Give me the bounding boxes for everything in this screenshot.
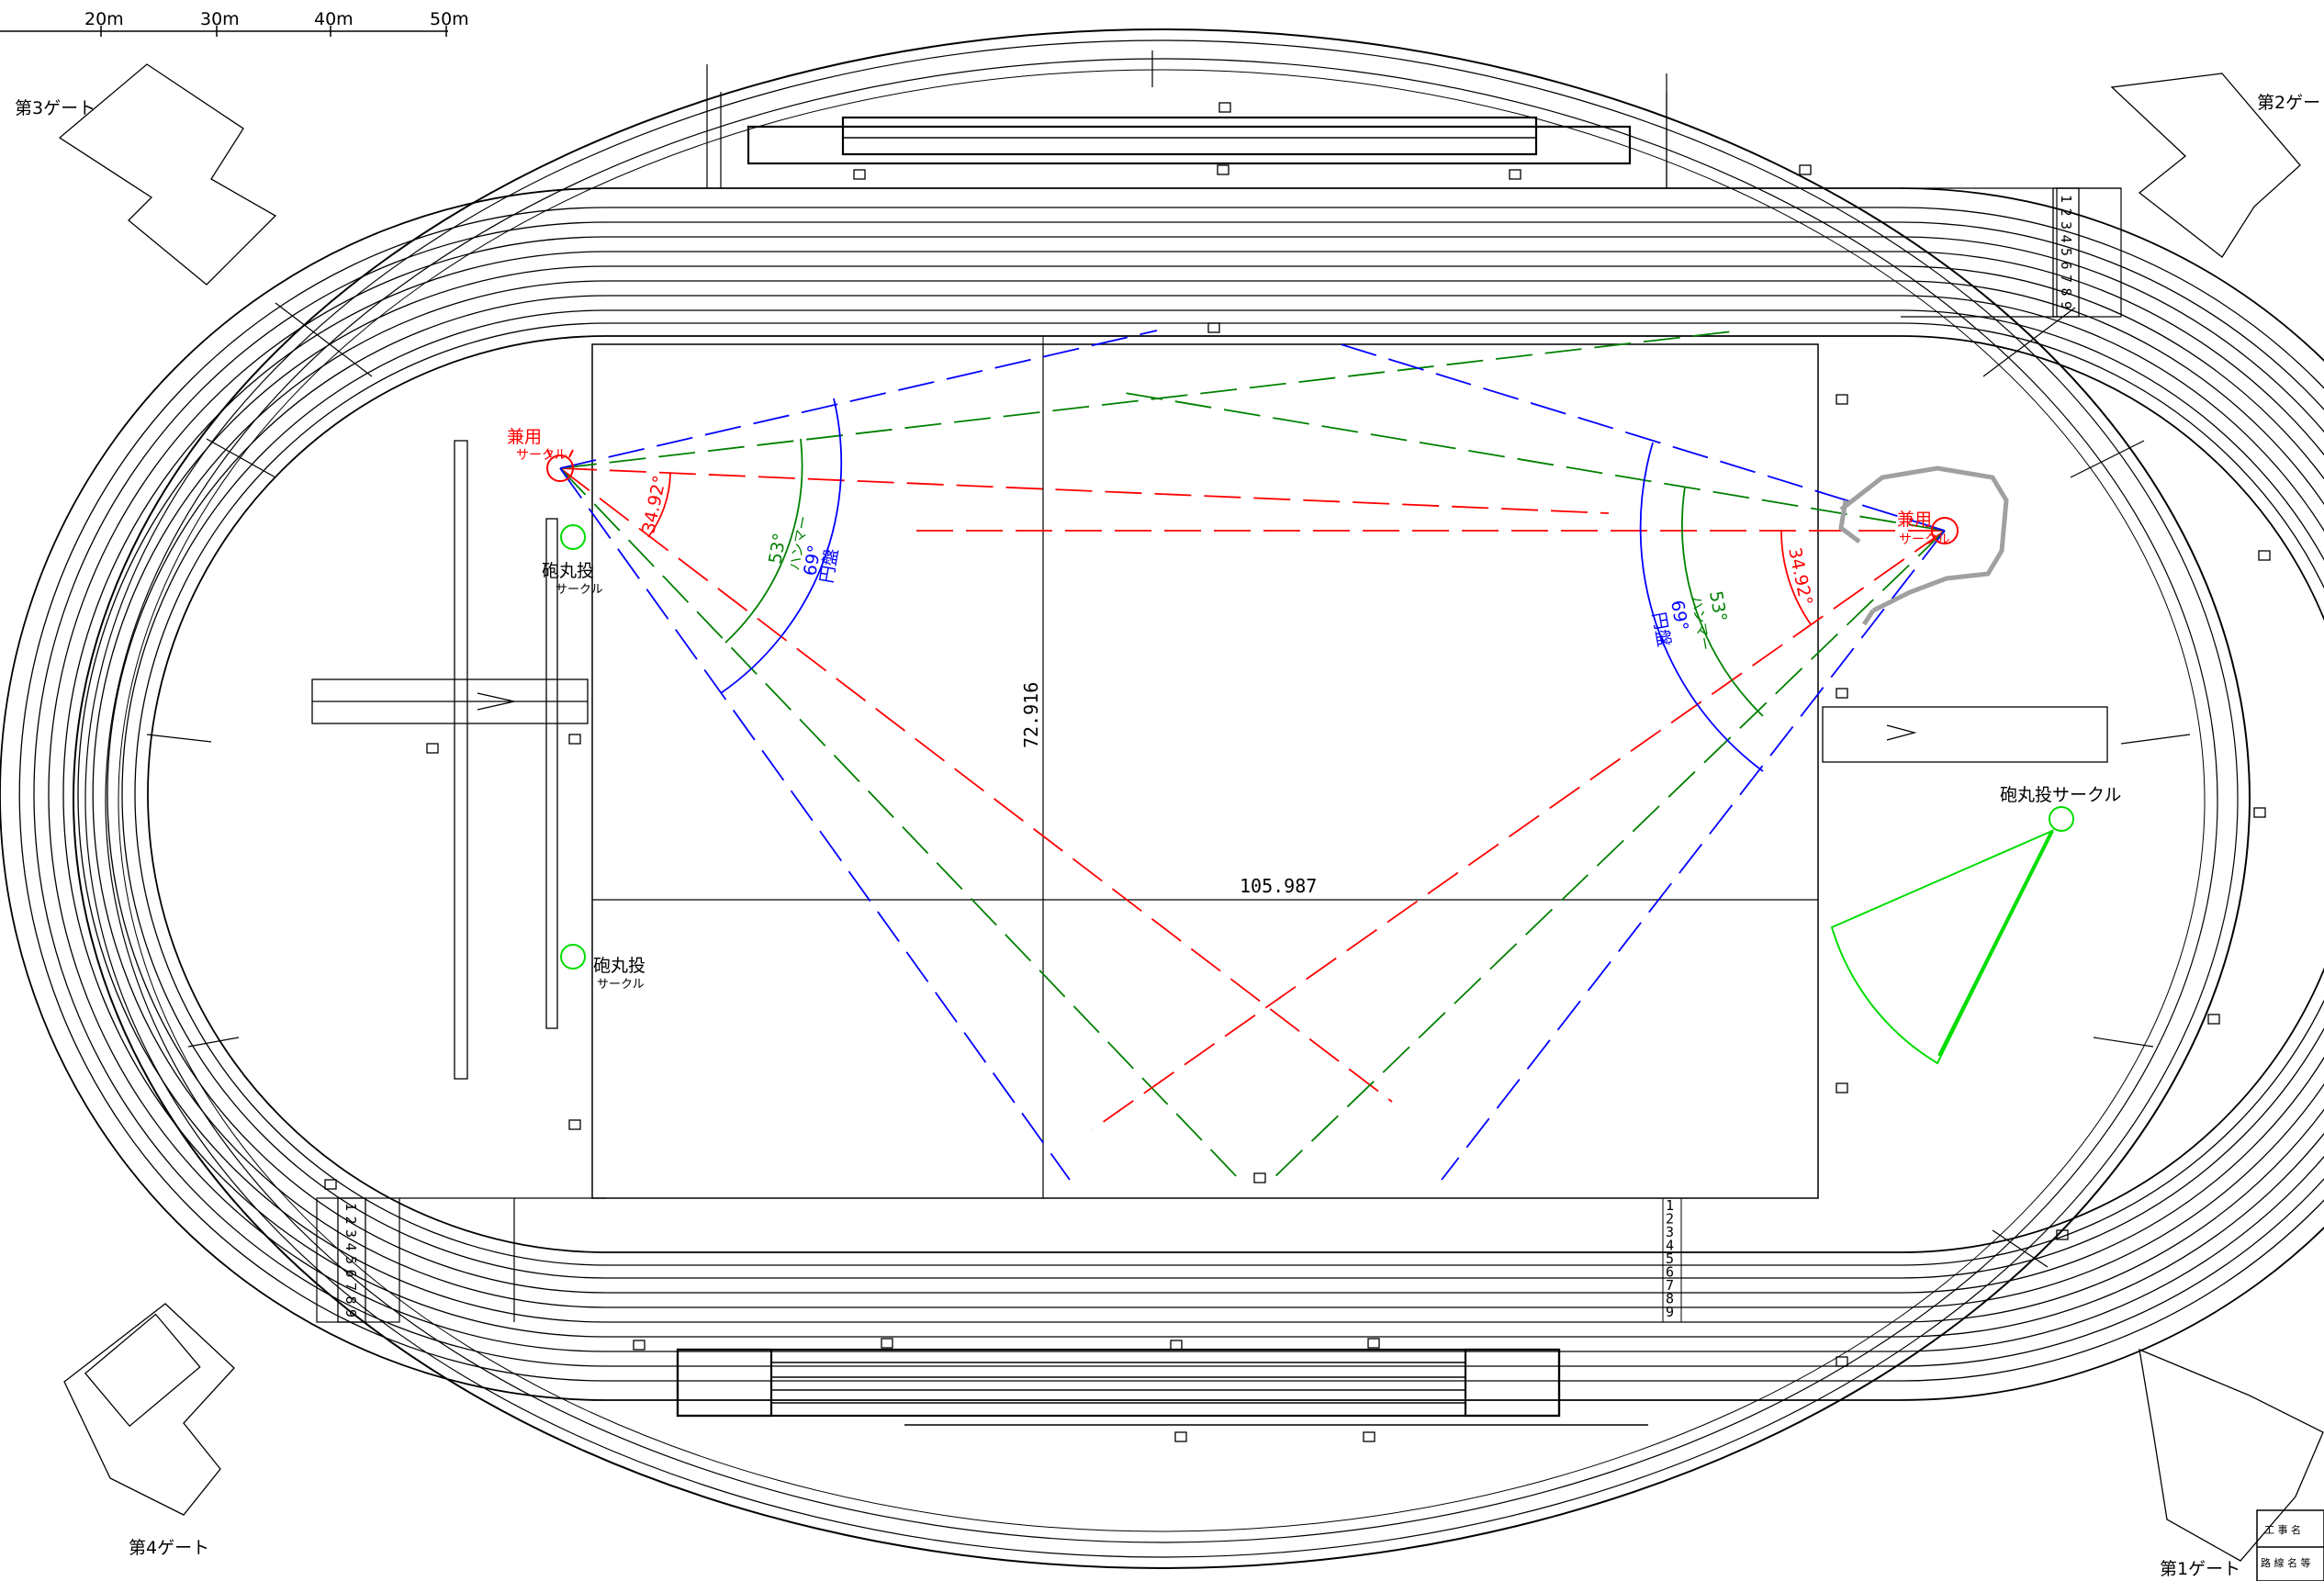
dimension-lines	[592, 344, 1818, 1198]
scale-bar	[0, 26, 448, 37]
right-shotput-sector	[1830, 806, 2074, 1065]
lane-number: 5	[1666, 1250, 1674, 1267]
lane-number: 2	[2058, 208, 2074, 217]
lane-number: 6	[1666, 1264, 1674, 1281]
left-shotput-circles	[560, 524, 586, 970]
gate-4-structure	[63, 1303, 235, 1516]
gate-1-structure	[2139, 1348, 2324, 1562]
shotput-label-1: 砲丸投	[542, 561, 594, 581]
lane-number: 5	[342, 1256, 359, 1264]
right-sector-angle: 34.92°	[1784, 545, 1816, 607]
left-circle-label: 兼用	[507, 427, 542, 447]
lane-number: 6	[2058, 262, 2074, 270]
lane-number: 2	[1666, 1211, 1674, 1228]
lane-number: 8	[2058, 288, 2074, 297]
gate-2-label: 第2ゲー	[2257, 93, 2320, 113]
jump-runway-right	[1822, 706, 2108, 763]
lane-number: 9	[1666, 1304, 1674, 1320]
field-length-dimension: 105.987	[1240, 875, 1317, 897]
stand-dividers	[146, 50, 2191, 1268]
scale-tick-label: 50m	[430, 9, 469, 29]
lane-number: 7	[2058, 275, 2074, 283]
right-circle-sublabel: サークル	[1899, 533, 1950, 547]
lane-number: 3	[2058, 221, 2074, 230]
left-combined-circle	[546, 449, 574, 482]
gate-2-structure	[2110, 73, 2301, 258]
title-block-route: 路 線 名 等	[2261, 1556, 2311, 1569]
running-track	[0, 187, 2324, 1401]
gate-3-label: 第3ゲート	[15, 98, 95, 118]
lane-number: 6	[342, 1270, 359, 1278]
left-circle-sublabel: サークル	[516, 448, 567, 463]
lane-number: 1	[2058, 195, 2074, 203]
right-shotput-label: 砲丸投サークル	[2000, 785, 2121, 805]
title-block-project: 工 事 名	[2264, 1523, 2301, 1536]
lane-number: 1	[1666, 1197, 1674, 1214]
main-stand-top	[720, 92, 1667, 188]
left-throw-sectors	[559, 330, 1741, 1181]
lane-number-labels-top-right: 1 2 3 4 5 6 7 8 9	[2058, 195, 2074, 309]
lane-number: 1	[342, 1203, 359, 1211]
lane-column-bottom-mid	[1662, 1198, 1682, 1322]
shotput-sublabel-1: サークル	[556, 583, 603, 597]
lane-number: 8	[342, 1296, 359, 1305]
straight-extensions	[316, 187, 2122, 1323]
scale-tick-label: 20m	[84, 9, 124, 29]
main-stand-bottom	[676, 1348, 1648, 1426]
lane-number: 2	[342, 1217, 359, 1225]
left-hammer-angle: 53°	[765, 532, 791, 566]
scale-tick-label: 30m	[200, 9, 240, 29]
gate-1-label: 第1ゲート	[2160, 1559, 2240, 1579]
lane-number: 4	[342, 1243, 359, 1251]
scale-tick-label: 40m	[314, 9, 354, 29]
lane-number: 7	[342, 1283, 359, 1291]
lane-number: 9	[342, 1309, 359, 1318]
lane-number: 3	[1666, 1224, 1674, 1240]
jump-runway-left	[311, 440, 589, 1080]
gate-4-label: 第4ゲート	[129, 1538, 209, 1558]
lane-number: 9	[2058, 301, 2074, 309]
stadium-outer-shell	[73, 28, 2251, 1569]
lane-number: 8	[1666, 1291, 1674, 1307]
title-block	[2256, 1509, 2324, 1581]
right-circle-label: 兼用	[1897, 510, 1932, 530]
shotput-sublabel-2: サークル	[597, 978, 645, 992]
lane-box-top-right	[2052, 187, 2080, 318]
lane-number-labels-bottom-left: 1 2 3 4 5 6 7 8 9	[342, 1203, 359, 1318]
gate-3-structure	[58, 63, 277, 286]
lane-number: 3	[342, 1229, 359, 1238]
lane-number: 5	[2058, 248, 2074, 256]
lane-number: 4	[1666, 1238, 1674, 1254]
right-throw-sectors	[904, 343, 1946, 1181]
infield	[591, 336, 1819, 1199]
lane-number: 7	[1666, 1277, 1674, 1294]
shotput-label-2: 砲丸投	[593, 956, 646, 976]
lane-box-bottom-left	[337, 1197, 366, 1323]
right-combined-circle	[1931, 517, 1959, 544]
right-throwing-cage	[1838, 465, 2009, 626]
field-width-dimension: 72.916	[1020, 682, 1042, 748]
fixture-markers	[324, 102, 2271, 1442]
lane-number: 4	[2058, 235, 2074, 243]
